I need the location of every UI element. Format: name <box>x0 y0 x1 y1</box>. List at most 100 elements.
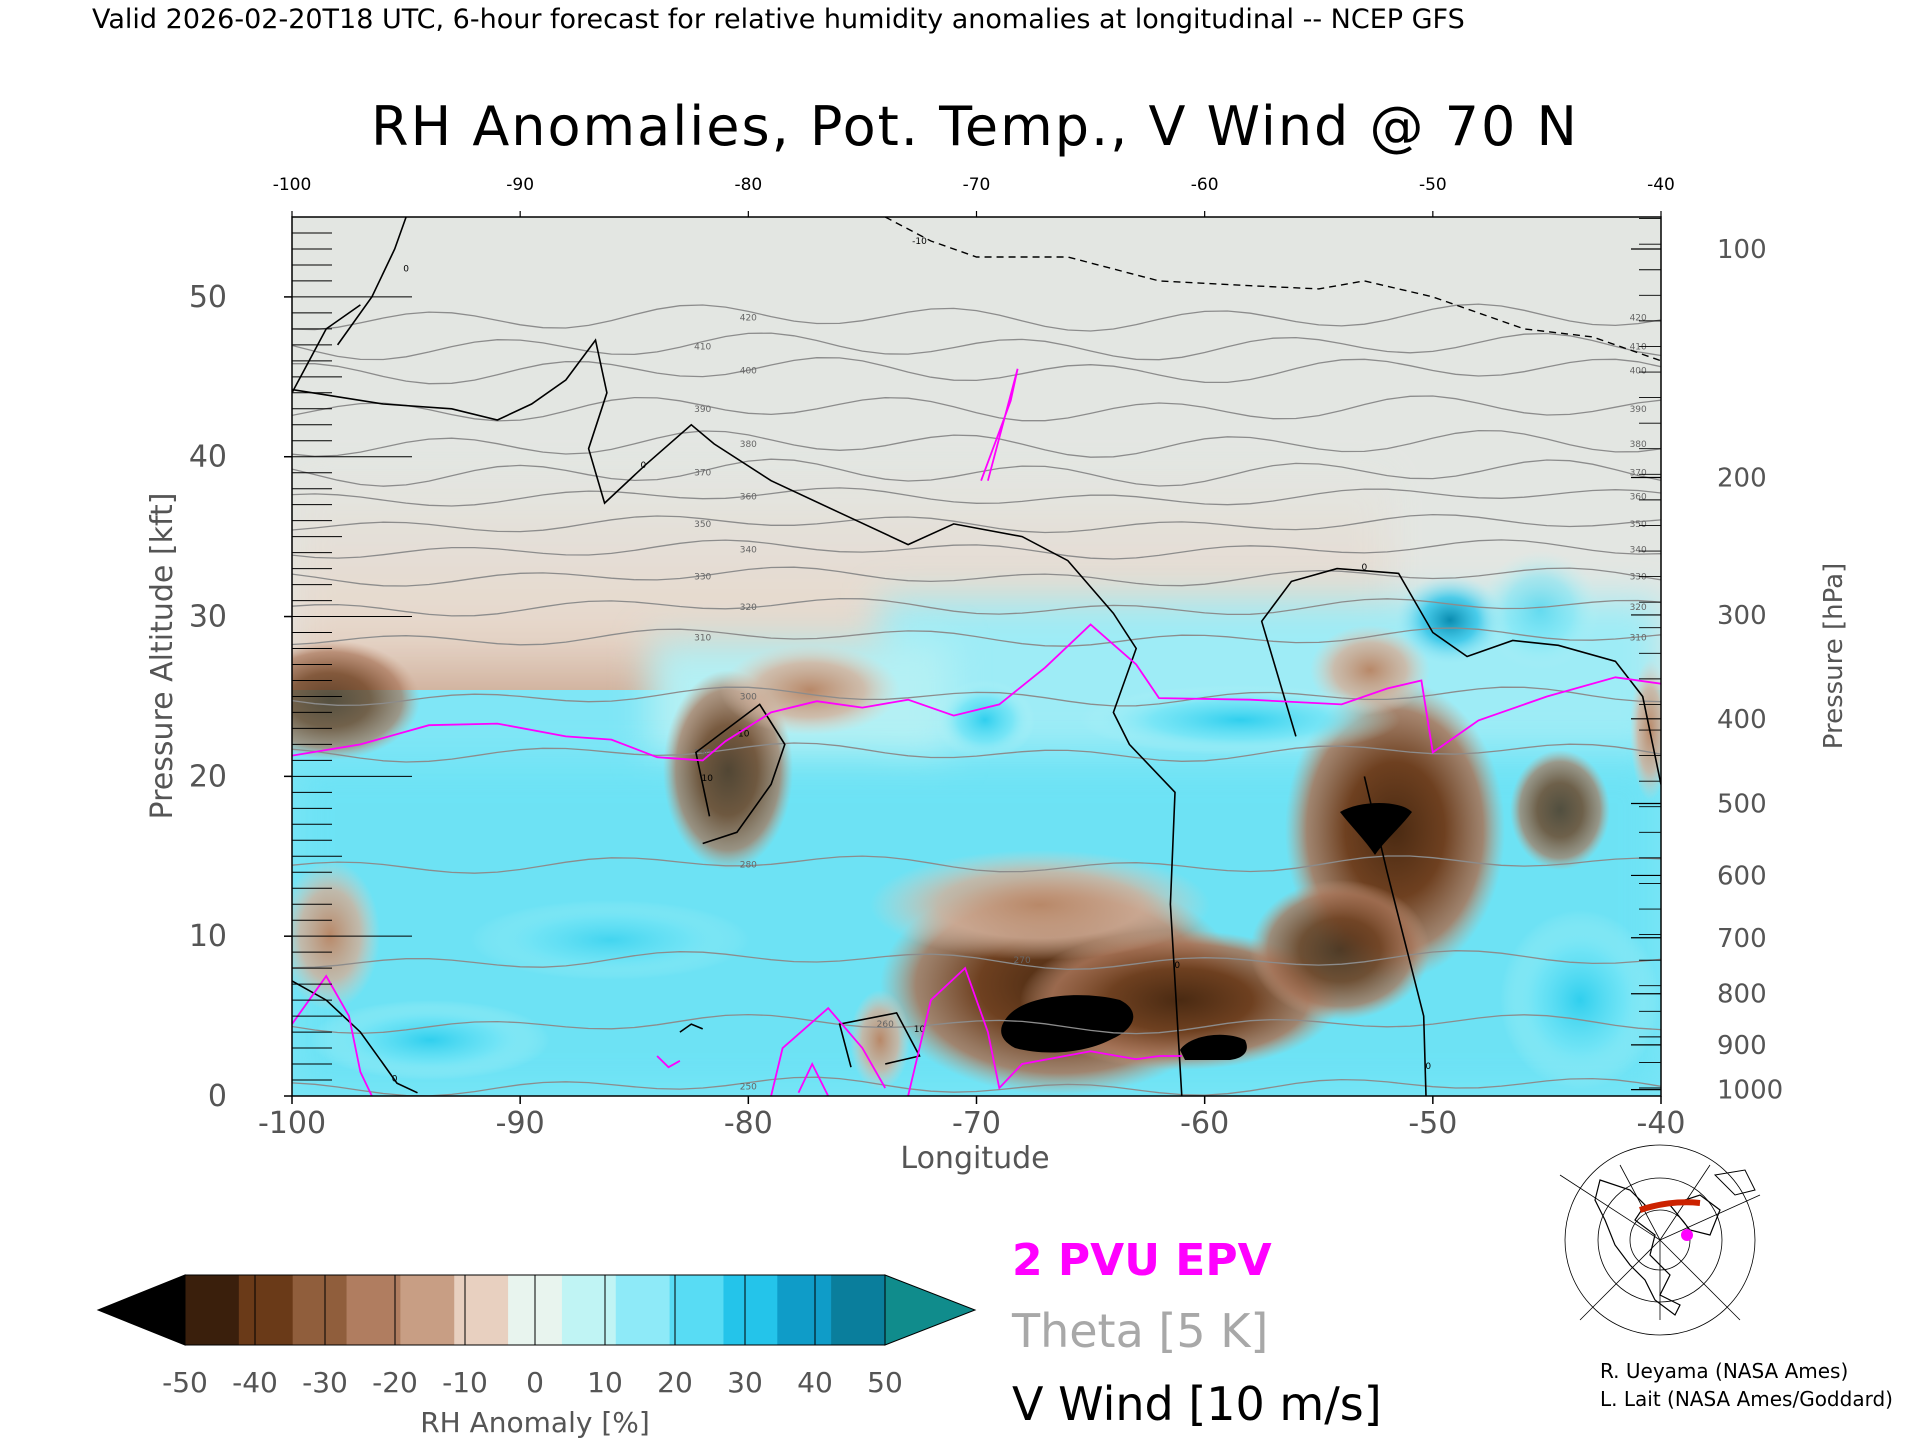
theta-isoline <box>292 395 1661 422</box>
y-tick-right-label: 700 <box>1717 924 1767 954</box>
vwind-zero-contour <box>679 1023 704 1033</box>
colorbar-swatch <box>454 1275 509 1345</box>
credit-line-1: R. Ueyama (NASA Ames) <box>1600 1359 1848 1383</box>
theta-isoline-label: 340 <box>1630 545 1647 555</box>
theta-isoline <box>292 458 1661 487</box>
vwind-contours: -10 0 10 0 0 0 0 10 10 0 <box>292 217 1661 1096</box>
theta-isoline <box>292 742 1661 763</box>
colorbar-tick-label: -30 <box>302 1366 348 1399</box>
colorbar-tick-label: 10 <box>587 1366 623 1399</box>
theta-isoline-label: 320 <box>1630 603 1647 613</box>
vwind-zero-contour <box>695 703 786 845</box>
y-axis-label-left: Pressure Altitude [kft] <box>145 493 180 820</box>
colorbar-upper-extend <box>884 1274 977 1346</box>
x-tick-label: -50 <box>1408 1106 1457 1141</box>
vwind-zero-contour <box>838 1012 921 1068</box>
axes: -100-100-90-90-80-80-70-70-60-60-50-50-4… <box>189 175 1783 1141</box>
vwind-contour-label: 10 <box>702 774 714 784</box>
colorbar-swatch <box>400 1275 455 1345</box>
vwind-zero-contour <box>1363 776 1427 1096</box>
epv-near-surface-line <box>656 1055 681 1069</box>
theta-isolines: 250 260 270 280 290 300 310 310 320 320 330 330 340 3… <box>292 303 1661 1096</box>
vwind-dashed-contour <box>884 217 1661 362</box>
y-tick-right-label: 600 <box>1717 861 1767 891</box>
colorbar-swatch <box>777 1275 832 1345</box>
theta-isoline-label: 270 <box>1014 956 1031 966</box>
theta-isoline <box>292 303 1661 332</box>
x-axis-label: Longitude <box>900 1141 1049 1176</box>
theta-isoline <box>292 513 1661 534</box>
y-tick-right-label: 900 <box>1717 1031 1767 1061</box>
theta-isoline-label: 310 <box>694 633 711 643</box>
y-tick-left-label: 10 <box>189 919 227 954</box>
colorbar-tick-label: -50 <box>162 1366 208 1399</box>
theta-isoline-label: 370 <box>1630 469 1647 479</box>
inset-locator-map <box>1559 1144 1761 1336</box>
y-tick-left-label: 40 <box>189 440 227 475</box>
theta-isoline-label: 380 <box>740 440 757 450</box>
theta-legend: Theta [5 K] <box>1011 1304 1268 1358</box>
colorbar-tick-label: -20 <box>372 1366 418 1399</box>
theta-isoline-label: 380 <box>1630 440 1647 450</box>
theta-isoline-label: 260 <box>877 1020 894 1030</box>
colorbar-tick-label: 40 <box>797 1366 833 1399</box>
epv-legend: 2 PVU EPV <box>1012 1235 1272 1286</box>
theta-isoline <box>292 950 1661 970</box>
colorbar-swatch <box>292 1275 348 1345</box>
theta-isoline <box>292 539 1661 560</box>
theta-isoline-label: 370 <box>694 469 711 479</box>
x-tick-top-label: -60 <box>1191 175 1219 195</box>
epv-near-surface-line <box>292 974 373 1096</box>
x-tick-label: -60 <box>1180 1106 1229 1141</box>
epv-filament <box>980 368 1019 482</box>
plot-area: 250 260 270 280 290 300 310 310 320 320 330 330 340 3… <box>292 217 1661 1096</box>
theta-isoline-label: 310 <box>1630 633 1647 643</box>
y-tick-right-label: 800 <box>1717 980 1767 1010</box>
inset-longitude-highlight <box>1639 1199 1701 1213</box>
y-tick-right-label: 400 <box>1717 705 1767 735</box>
vwind-contour-label: 0 <box>392 1075 398 1085</box>
vwind-contour-label: 0 <box>641 461 647 471</box>
colorbar-tick-label: 30 <box>727 1366 763 1399</box>
theta-isoline-label: 400 <box>1630 366 1647 376</box>
y-tick-right-label: 300 <box>1717 601 1767 631</box>
colorbar-tick-label: -10 <box>442 1366 488 1399</box>
colorbar-swatch <box>185 1275 240 1345</box>
colorbar-swatch <box>723 1275 778 1345</box>
vwind-contour-label: 0 <box>403 264 409 274</box>
vwind-contour-label: 10 <box>738 729 750 739</box>
colorbar-swatch <box>346 1275 401 1345</box>
theta-isoline-label: 290 <box>694 748 711 758</box>
vwind-zero-contour <box>292 980 418 1094</box>
theta-isoline <box>292 1076 1661 1096</box>
epv-tropopause-line <box>292 623 1661 762</box>
theta-isoline-label: 410 <box>1630 342 1647 352</box>
x-tick-top-label: -40 <box>1647 175 1675 195</box>
theta-isoline-label: 300 <box>740 692 757 702</box>
chart-title: RH Anomalies, Pot. Temp., V Wind @ 70 N <box>371 95 1579 158</box>
x-tick-top-label: -80 <box>734 175 762 195</box>
colorbar-swatch <box>238 1275 294 1345</box>
colorbar-swatch <box>615 1275 671 1345</box>
x-tick-top-label: -70 <box>963 175 991 195</box>
theta-isoline-label: 360 <box>1630 493 1647 503</box>
y-tick-right-label: 100 <box>1717 235 1767 265</box>
colorbar-swatch <box>561 1275 617 1345</box>
theta-isoline-label: 400 <box>740 366 757 376</box>
x-tick-label: -70 <box>952 1106 1001 1141</box>
theta-isoline-label: 350 <box>694 520 711 530</box>
epv-near-surface-line <box>907 966 1182 1096</box>
vwind-zero-contour <box>292 338 1183 1096</box>
valid-time-header: Valid 2026-02-20T18 UTC, 6-hour forecast… <box>92 4 1465 35</box>
theta-isoline <box>292 686 1661 707</box>
theta-isoline-label: 390 <box>1630 405 1647 415</box>
vwind-contour-label: 0 <box>1174 961 1180 971</box>
theta-isoline <box>292 597 1661 617</box>
theta-isoline <box>292 855 1661 874</box>
y-tick-right-label: 200 <box>1717 464 1767 494</box>
theta-isoline-label: 340 <box>740 545 757 555</box>
y-tick-left-label: 50 <box>189 280 227 315</box>
epv-2pvu-contours <box>292 368 1661 1096</box>
y-axis-label-right: Pressure [hPa] <box>1819 563 1849 750</box>
